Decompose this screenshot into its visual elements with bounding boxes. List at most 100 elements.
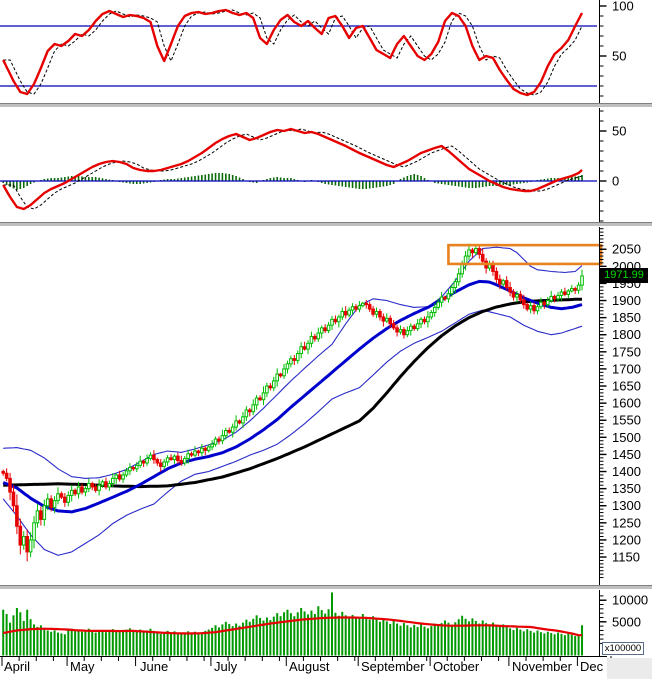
candle-body [556,294,560,300]
y-tick-label: 100 [612,0,634,14]
candle-body [563,291,567,295]
price-panel[interactable]: 1150 1200 1250 1300 1350 1400 1450 1500 1550 1600… [0,227,652,585]
candle-body [104,481,108,488]
y-tick-label: 50 [612,124,626,139]
panel-splitter[interactable] [0,585,652,590]
y-tick-label: 2050 [612,242,641,257]
candle-body [162,461,166,467]
volume-panel[interactable]: 10000 5000 [0,590,652,656]
stoch-k-line [2,8,584,97]
candle-body [542,301,547,306]
month-label: August [289,659,330,674]
candle-body [261,392,266,401]
candle-body [258,397,262,401]
candle-body [515,293,519,298]
candle-body [56,493,60,502]
candle-body [518,293,523,301]
candle-body [179,460,184,464]
candle-body [573,288,577,291]
candle-body [8,477,12,493]
candle-body [453,281,458,289]
corner-filler [607,658,652,679]
candle-body [511,291,516,298]
candle-body [398,329,403,333]
candle-body [275,373,279,382]
candle-body [18,525,23,546]
candle-body [419,318,423,325]
y-tick-label: 1250 [612,515,641,530]
candle-body [66,494,71,503]
candle-body [347,309,351,316]
candle-body [241,416,245,424]
candle-body [443,296,447,300]
candle-body [289,358,293,365]
y-tick-label: 1500 [612,430,641,445]
bollinger-upper-band [3,246,583,479]
candle-body [460,264,464,275]
candle-body [59,493,64,498]
candle-body [306,342,310,350]
candle-body [182,458,187,464]
candle-body [186,453,190,460]
candle-body [83,488,88,493]
bollinger-lower-band [2,309,583,556]
candle-body [337,316,341,323]
candle-body [172,455,177,461]
candle-body [230,426,235,433]
candle-body [15,505,19,527]
candle-body [316,332,321,340]
candle-body [405,330,410,336]
candle-body [100,481,105,486]
candle-body [234,420,238,428]
month-label: June [140,659,169,674]
stochastic-panel[interactable]: 100 50 [0,0,652,103]
candle-body [313,335,317,340]
month-label: October [433,659,480,674]
candle-body [439,296,444,303]
y-tick-label: 1850 [612,310,641,325]
y-tick-label: 1900 [612,293,641,308]
candle-body [408,325,413,332]
candle-body [76,486,81,495]
stoch-d-line [3,9,583,96]
candle-body [491,264,495,272]
candle-body [566,290,571,295]
candle-body [323,327,327,332]
panel-splitter[interactable] [0,222,652,227]
candle-body [227,429,232,433]
candle-body [145,458,149,464]
candle-body [200,447,204,454]
macd-panel[interactable]: 50 0 [0,108,652,222]
candle-body [364,302,369,306]
candle-body [28,539,33,553]
candle-body [155,459,160,464]
candle-body [128,466,132,472]
candle-body [326,324,331,332]
candle-body [237,420,242,424]
candle-body [456,273,461,283]
candle-body [480,253,485,262]
candle-body [97,484,101,491]
panel-splitter[interactable] [0,103,652,108]
candle-body [381,316,386,322]
candle-body [220,435,225,442]
candle-body [340,310,345,318]
month-label: September [361,659,425,674]
candle-body [210,443,214,448]
candle-body [63,496,67,503]
candle-body [138,460,142,466]
candle-body [429,312,434,318]
candle-body [42,505,47,520]
candle-body [319,327,324,334]
candle-body [361,302,365,307]
y-tick-label: 1800 [612,327,641,342]
fast-moving-average [2,279,583,514]
candle-body [189,453,194,456]
candle-body [474,248,478,254]
time-axis: April May June July August September Oct… [0,656,652,679]
candle-body [385,317,389,322]
candle-body [49,498,53,508]
candle-body [528,305,533,310]
candle-body [576,284,581,291]
candle-body [45,498,50,507]
